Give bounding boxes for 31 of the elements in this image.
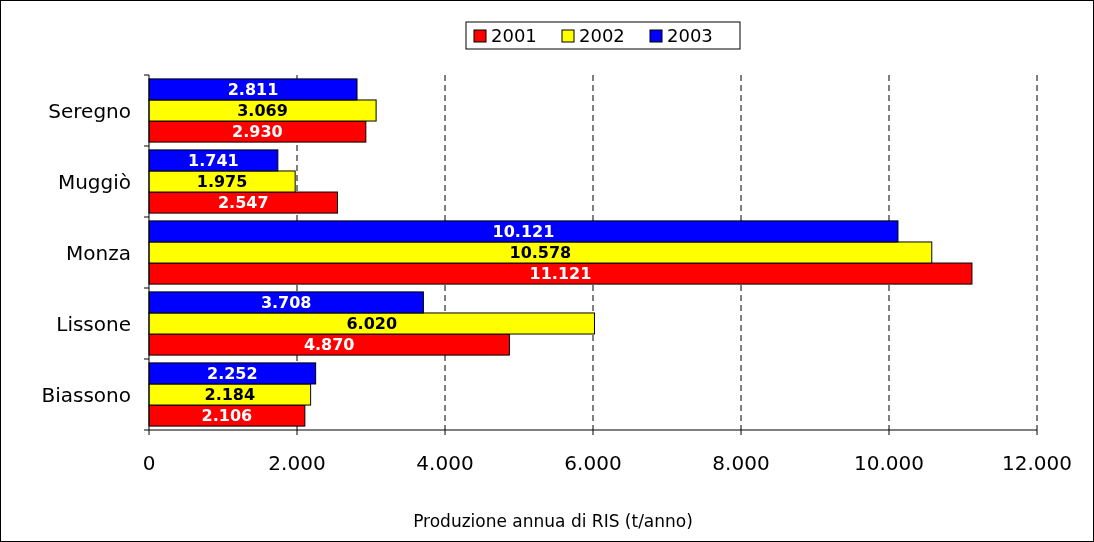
y-tick-label: Lissone — [56, 311, 131, 336]
legend-label: 2003 — [667, 25, 713, 47]
x-tick-label: 8.000 — [712, 451, 770, 475]
data-label: 2.252 — [207, 364, 258, 384]
x-tick-label: 0 — [142, 451, 156, 475]
data-label: 2.930 — [232, 122, 283, 142]
legend-label: 2001 — [491, 25, 537, 47]
x-tick-label: 10.000 — [854, 451, 924, 475]
x-tick-label: 6.000 — [564, 451, 622, 475]
y-tick-label: Muggiò — [57, 169, 131, 194]
data-label: 3.069 — [237, 101, 288, 121]
x-tick-label: 12.000 — [1002, 451, 1072, 475]
y-tick-label: Biassono — [41, 382, 131, 407]
data-label: 2.811 — [227, 80, 279, 100]
data-label: 1.975 — [196, 172, 248, 192]
y-tick-label: Monza — [66, 240, 131, 265]
x-tick-label: 2.000 — [268, 451, 326, 475]
legend-label: 2002 — [579, 25, 625, 47]
y-tick-label: Seregno — [48, 98, 131, 123]
data-label: 10.578 — [509, 243, 572, 263]
data-label: 11.121 — [529, 264, 592, 284]
data-label: 10.121 — [492, 222, 555, 242]
data-label: 4.870 — [303, 335, 355, 355]
data-label: 3.708 — [260, 293, 312, 313]
data-label: 1.741 — [188, 151, 239, 171]
data-label: 2.184 — [204, 385, 256, 405]
x-axis-title: Produzione annua di RIS (t/anno) — [413, 511, 693, 531]
data-label: 6.020 — [346, 314, 398, 334]
data-label: 2.547 — [217, 193, 269, 213]
data-label: 2.106 — [201, 406, 253, 426]
x-tick-label: 4.000 — [416, 451, 474, 475]
